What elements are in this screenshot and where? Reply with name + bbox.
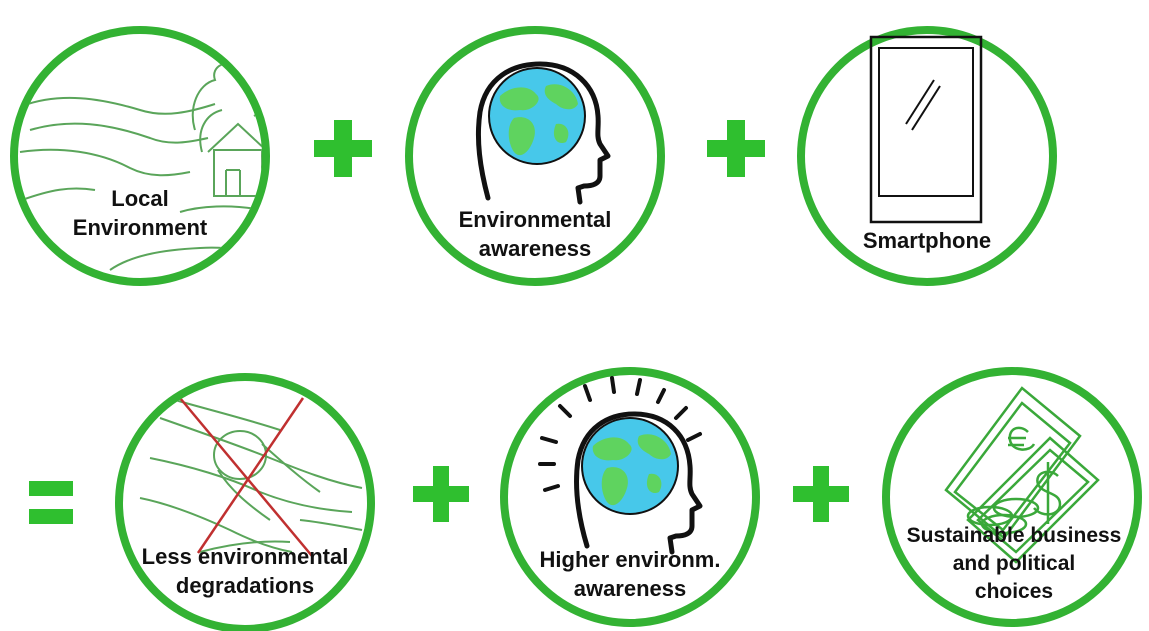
plus-operator [793,466,849,522]
label-line: Environmental [458,207,612,232]
label-sustainable-choices: Sustainable business and political choic… [907,522,1122,606]
label-line: awareness [573,576,687,601]
circle-sustainable-choices [882,367,1142,627]
plus-operator [707,120,765,177]
label-line: awareness [478,236,592,261]
equals-operator [29,481,73,524]
label-line: Sustainable business [906,524,1122,547]
label-line: and political [952,552,1076,575]
landscape-icon [19,62,262,271]
plus-operator [413,466,469,522]
label-line: Environment [72,215,208,240]
label-line: Smartphone [862,228,992,253]
label-environmental-awareness: Environmental awareness [459,205,612,263]
label-higher-awareness: Higher environm. awareness [540,545,721,603]
label-smartphone: Smartphone [863,226,991,255]
money-icon [944,386,1100,564]
plus-operator [314,120,372,177]
circle-environmental-awareness [405,26,665,286]
circle-less-degradation [115,373,375,631]
radiant-head-globe-icon [538,376,703,555]
label-local-environment: Local Environment [73,184,207,242]
crossed-landscape-icon [139,397,363,557]
label-line: choices [974,580,1054,603]
label-line: Local [111,186,169,211]
label-line: Less environmental [141,544,349,569]
head-globe-icon [475,61,611,205]
label-line: Higher environm. [539,547,721,572]
label-less-degradation: Less environmental degradations [142,542,349,600]
smartphone-icon [869,35,983,224]
circle-local-environment [10,26,270,286]
label-line: degradations [175,573,315,598]
circle-smartphone [797,26,1057,286]
circle-higher-awareness [500,367,760,627]
